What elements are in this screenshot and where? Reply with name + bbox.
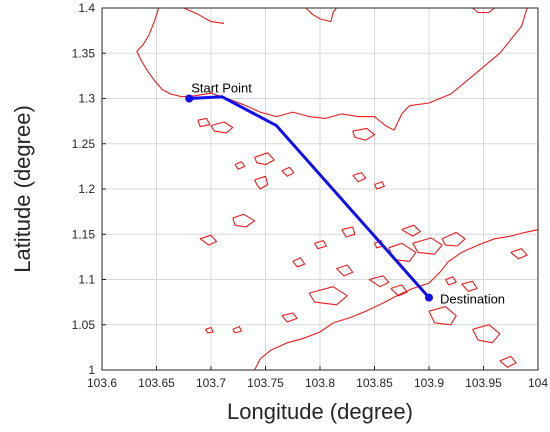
x-tick-label: 103.65: [138, 376, 175, 390]
x-tick-label: 103.6: [87, 376, 117, 390]
coastline: [254, 152, 275, 166]
x-tick-label: 103.95: [465, 376, 502, 390]
x-tick-label: 104: [528, 376, 548, 390]
y-tick-label: 1.1: [78, 273, 95, 287]
coastline: [510, 248, 528, 260]
x-tick-label: 103.9: [414, 376, 444, 390]
x-axis-label: Longitude (degree): [227, 399, 413, 424]
coastline-layer: [136, 7, 539, 371]
y-tick-label: 1.15: [72, 227, 96, 241]
x-tick-label: 103.75: [247, 376, 284, 390]
x-axis-ticks: 103.6 103.65 103.7 103.75 103.8 103.85 103.9 10…: [87, 366, 548, 390]
y-tick-label: 1.4: [78, 1, 95, 15]
x-tick-label: 103.85: [356, 376, 393, 390]
coastline: [352, 172, 367, 183]
coastline: [305, 7, 337, 23]
coastline: [254, 175, 269, 190]
coastline: [292, 257, 306, 268]
coastline: [183, 7, 225, 24]
coastline: [197, 117, 211, 128]
y-tick-label: 1.35: [72, 46, 96, 60]
coastline: [336, 264, 354, 277]
coastline: [314, 240, 328, 250]
coastline: [428, 306, 457, 326]
coastline: [461, 280, 478, 292]
y-axis-ticks: 1 1.05 1.1 1.15 1.2 1.25 1.3 1.35 1.4: [72, 1, 106, 377]
coastline: [308, 286, 348, 306]
route-line: [189, 95, 431, 299]
y-tick-label: 1.25: [72, 137, 96, 151]
coastline: [234, 161, 246, 170]
coastline: [441, 231, 466, 247]
marker-layer: Start Point Destination: [185, 81, 505, 307]
marker-label: Destination: [440, 292, 505, 307]
y-axis-label: Latitude (degree): [10, 105, 35, 273]
coastline: [136, 7, 528, 131]
coastline: [254, 229, 539, 371]
coastline: [232, 213, 256, 228]
y-tick-label: 1: [88, 363, 95, 377]
coastline: [352, 127, 376, 141]
coastline: [281, 312, 298, 323]
coastline: [472, 7, 495, 14]
coastline: [374, 181, 385, 190]
coastline: [472, 324, 501, 344]
route-layer: [189, 95, 431, 299]
coastline: [341, 226, 356, 238]
coastline: [199, 234, 218, 246]
coastline: [444, 276, 457, 286]
coastline: [232, 326, 243, 334]
y-tick-label: 1.2: [78, 182, 95, 196]
y-tick-label: 1.3: [78, 92, 95, 106]
coastline: [499, 355, 517, 368]
x-tick-label: 103.8: [305, 376, 335, 390]
route-marker: [185, 94, 194, 103]
coastline: [210, 121, 234, 134]
coastline: [401, 224, 421, 237]
marker-label: Start Point: [191, 81, 252, 96]
coastline: [368, 275, 390, 288]
route-marker: [425, 293, 433, 302]
x-tick-label: 103.7: [196, 376, 226, 390]
coastline: [390, 284, 408, 297]
coastline: [412, 237, 443, 255]
coastline: [205, 326, 214, 334]
coastline: [281, 166, 295, 177]
y-tick-label: 1.05: [72, 318, 96, 332]
